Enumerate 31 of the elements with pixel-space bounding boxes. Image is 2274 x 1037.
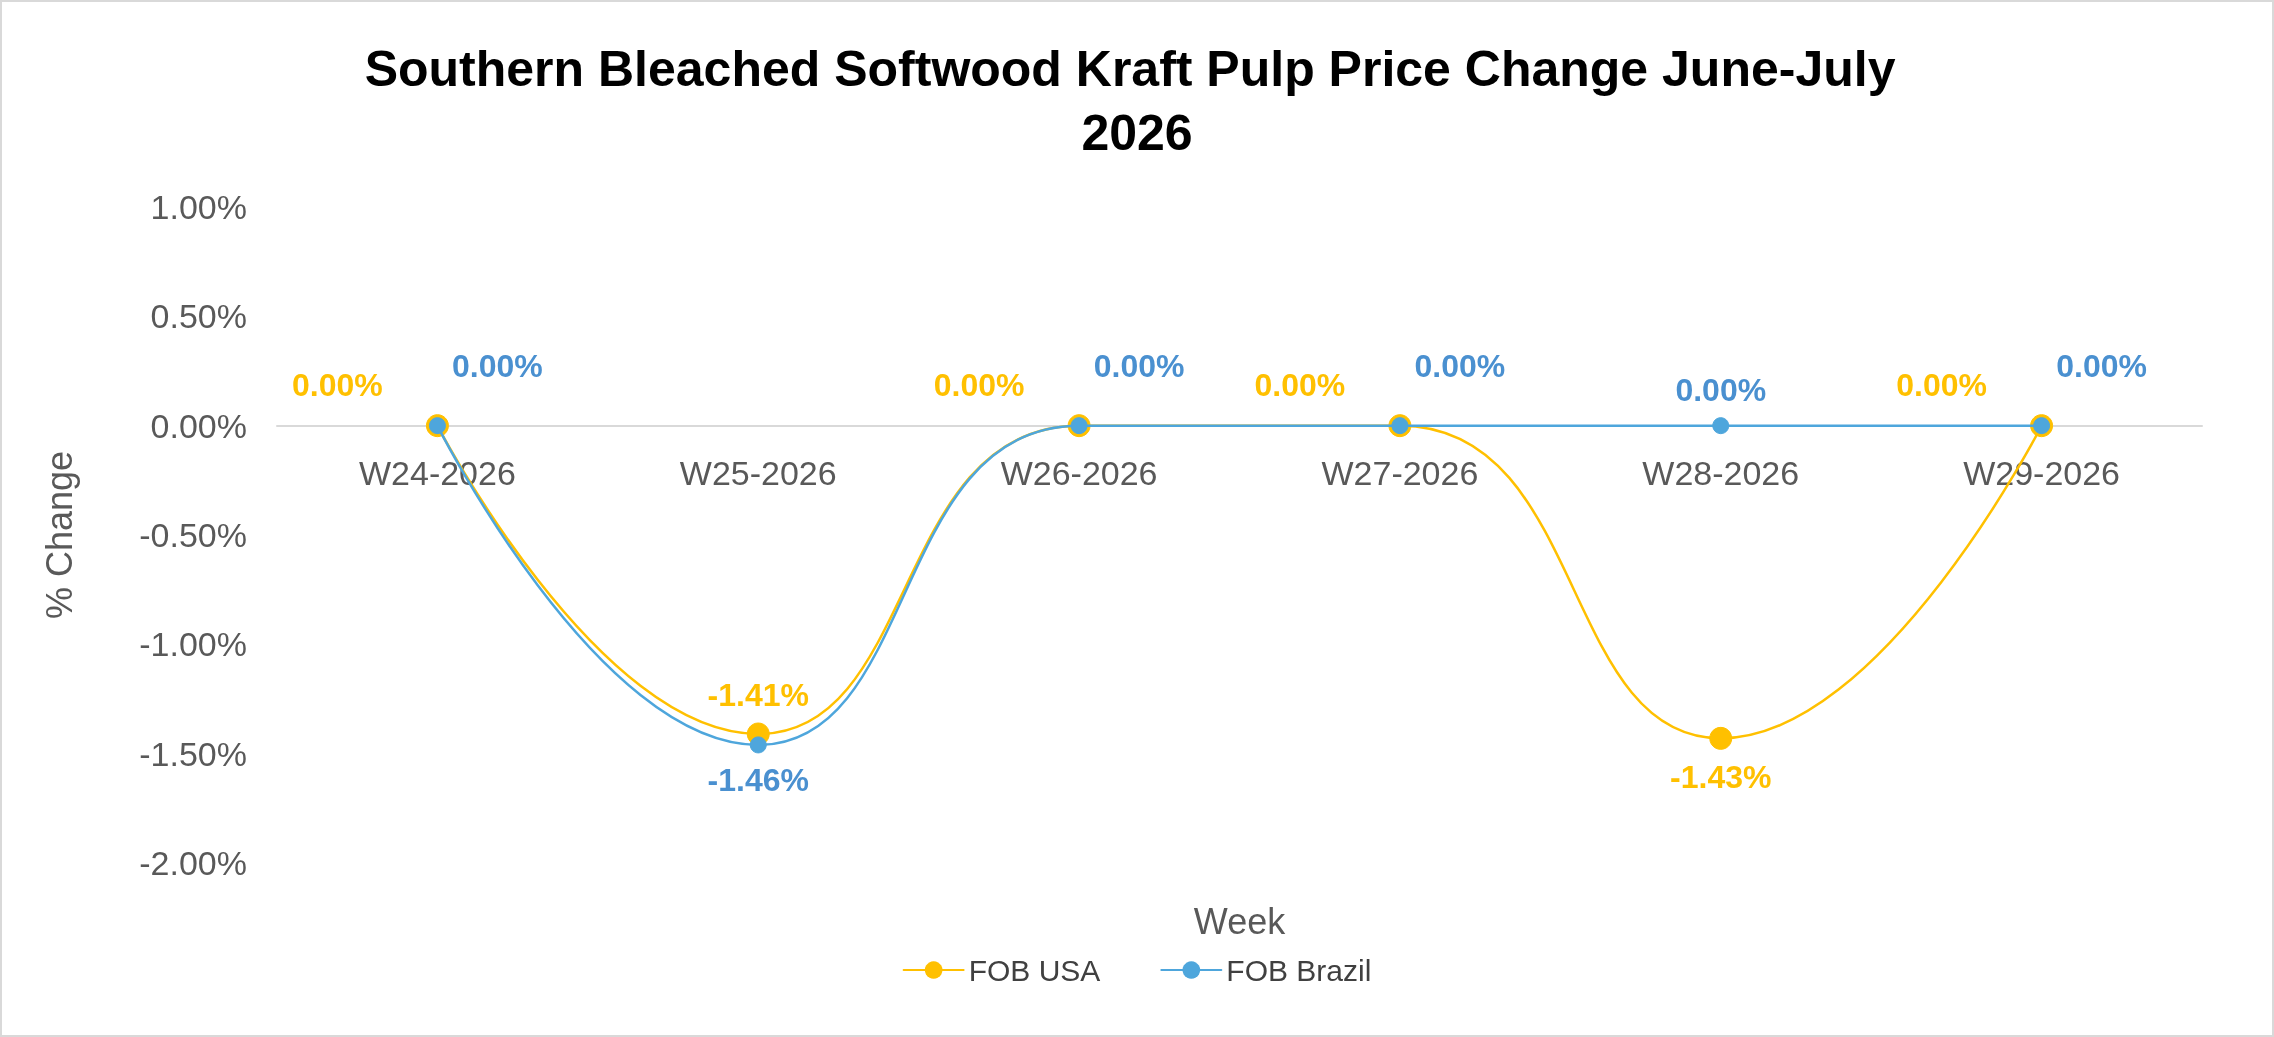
x-tick-label: W28-2026 <box>1642 453 1800 492</box>
x-tick-label: W25-2026 <box>679 453 837 492</box>
x-tick-label: W26-2026 <box>1000 453 1158 492</box>
data-label: -1.43% <box>1670 758 1772 795</box>
y-tick-label: 0.00% <box>150 406 247 445</box>
data-label: 0.00% <box>933 367 1025 404</box>
data-label: 0.00% <box>452 348 543 385</box>
data-label: -1.46% <box>707 762 809 799</box>
data-label: 0.00% <box>292 367 383 404</box>
chart-title: Southern Bleached Softwood Kraft Pulp Price Change June-July 2026 <box>364 41 1910 161</box>
y-tick-label: 1.00% <box>150 188 247 226</box>
y-tick-label: -2.00% <box>139 844 247 882</box>
point <box>1709 726 1733 750</box>
y-axis-title: % Change <box>38 450 80 620</box>
y-tick-label: 0.50% <box>150 297 247 336</box>
data-label: 0.00% <box>1414 348 1506 385</box>
data-label: 0.00% <box>1896 367 1987 404</box>
y-tick-label: -0.50% <box>139 516 247 554</box>
x-axis-title: Week <box>1193 900 1287 942</box>
point <box>749 736 767 754</box>
data-label: 0.00% <box>1675 372 1767 409</box>
point <box>1712 417 1730 435</box>
data-label: 0.00% <box>2056 348 2147 385</box>
x-tick-label: W27-2026 <box>1321 453 1479 492</box>
y-tick-label: -1.50% <box>139 734 247 773</box>
data-label: -1.41% <box>707 677 809 714</box>
legend-label: FOB Brazil <box>1226 953 1372 987</box>
data-label: 0.00% <box>1093 348 1185 385</box>
legend-label: FOB USA <box>968 953 1101 987</box>
data-label: 0.00% <box>1254 367 1346 404</box>
y-tick-label: -1.00% <box>139 625 247 664</box>
